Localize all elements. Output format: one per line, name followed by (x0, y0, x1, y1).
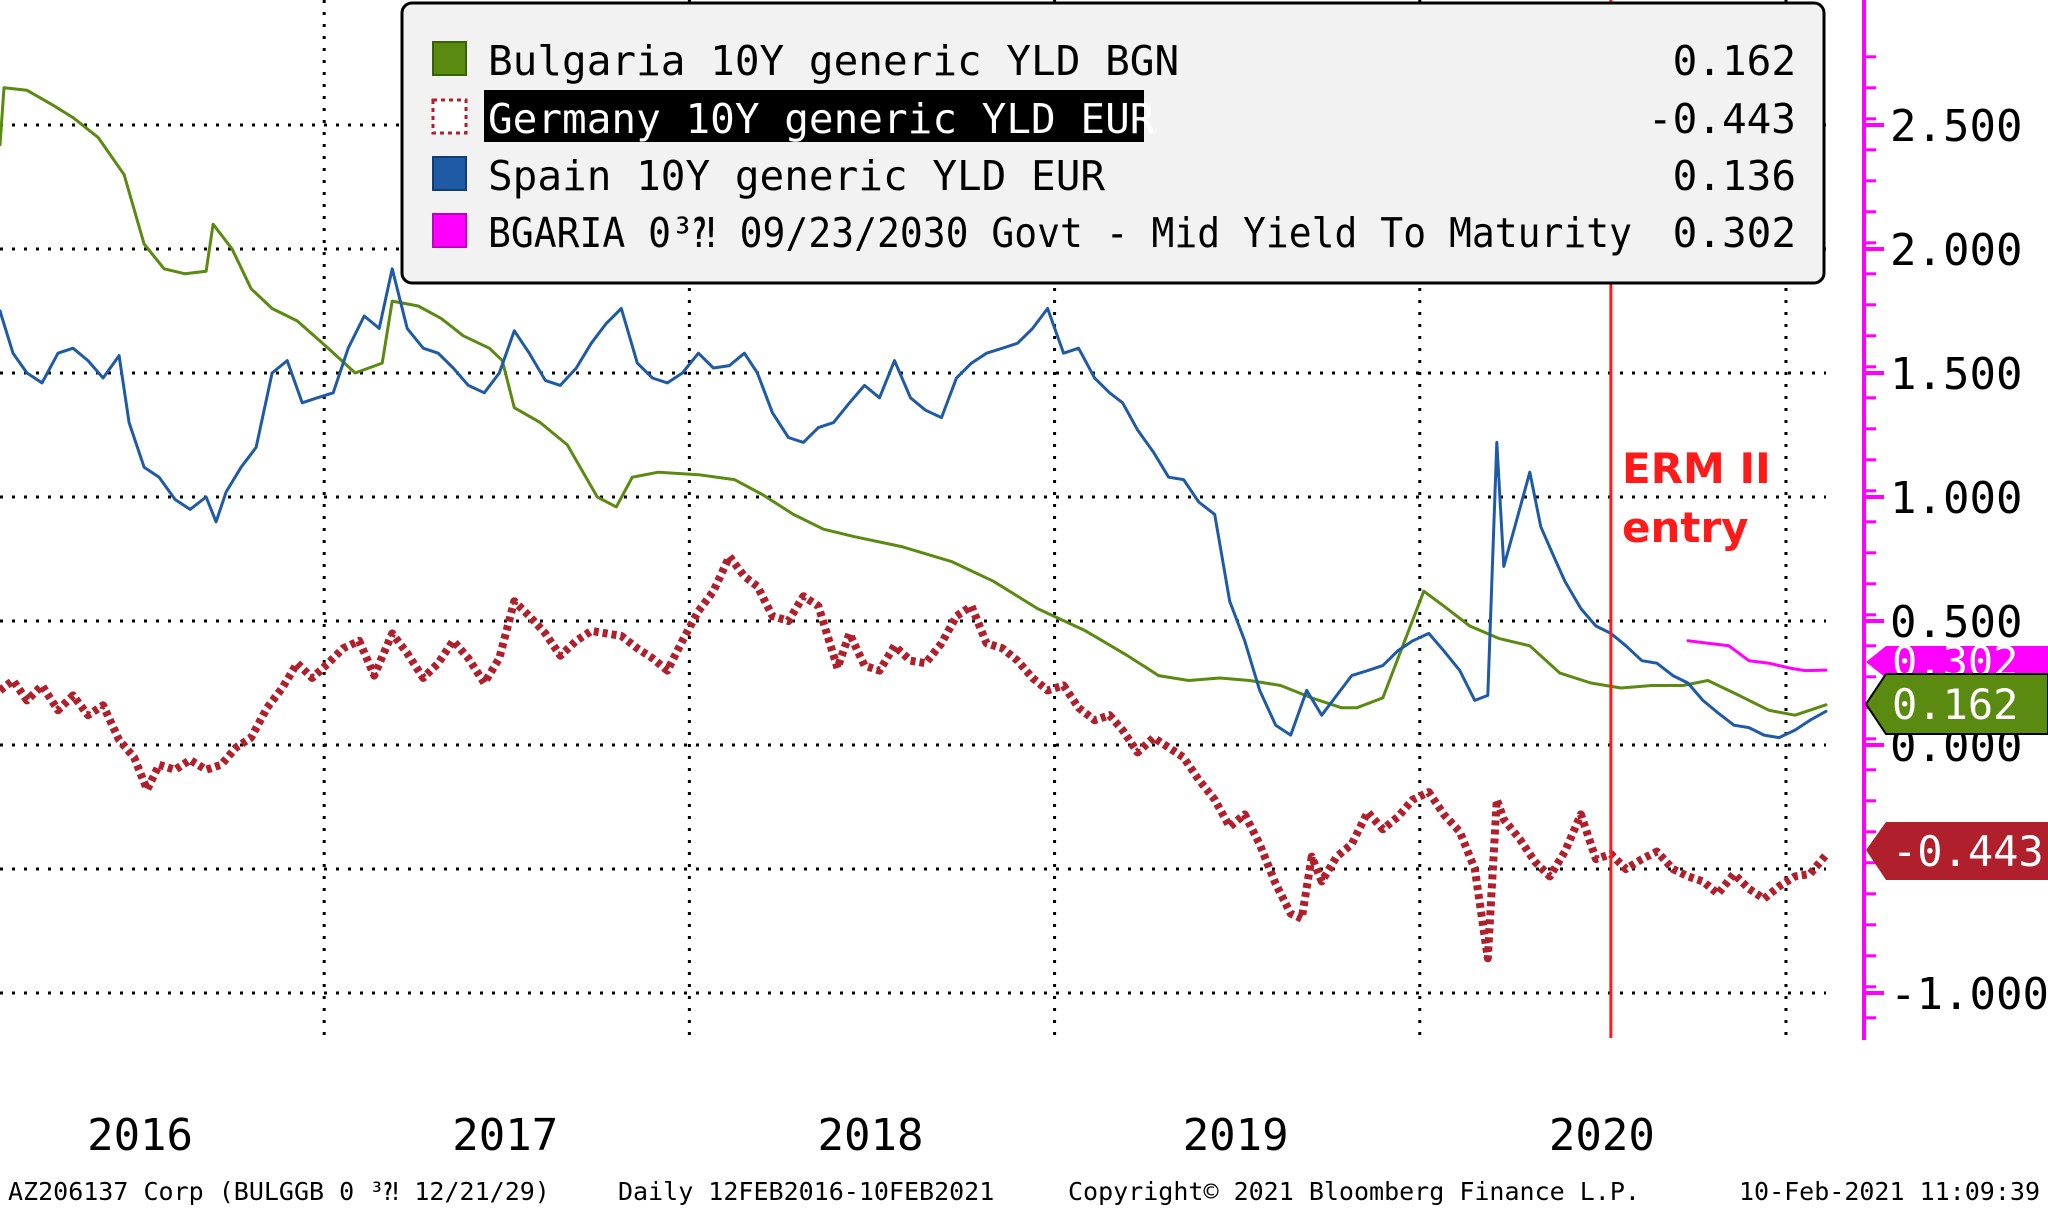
series-line-spain (0, 267, 1828, 740)
tag-germany: -0.443 (1866, 822, 2048, 880)
legend-swatch-spain (432, 156, 467, 191)
y-tick-label: 1.000 (1890, 473, 2022, 524)
legend-swatch-bulgaria (432, 41, 467, 76)
legend-item-bulgaria: Bulgaria 10Y generic YLD BGN 0.162 (432, 37, 1796, 85)
legend-swatch-germany (431, 98, 468, 135)
axis-tags: 0.302 0.162 -0.443 (1864, 637, 2048, 880)
legend-item-spain: Spain 10Y generic YLD EUR 0.136 (432, 152, 1796, 200)
footer-copyright: Copyright© 2021 Bloomberg Finance L.P. (1068, 1177, 1640, 1206)
legend-label-spain: Spain 10Y generic YLD EUR (488, 152, 1105, 200)
legend-label-bulgaria: Bulgaria 10Y generic YLD BGN (488, 37, 1179, 85)
y-tick-label: 1.500 (1890, 349, 2022, 400)
tag-bulgaria-shape (1864, 673, 2048, 735)
x-tick-label: 2016 (87, 1110, 193, 1161)
series-line-bgaria (1686, 639, 1828, 673)
erm-label-line2: entry (1622, 503, 1749, 552)
series-line-bulgaria (0, 86, 1828, 717)
legend-item-bgaria: BGARIA 0³⁈ 09/23/2030 Govt - Mid Yield T… (432, 209, 1796, 257)
legend-label-germany: Germany 10Y generic YLD EUR (488, 95, 1155, 143)
legend-swatch-bgaria (432, 213, 467, 248)
footer: AZ206137 Corp (BULGGB 0 ³⁈ 12/21/29) Dai… (8, 1177, 2040, 1206)
x-tick-label: 2020 (1549, 1110, 1655, 1161)
x-tick-label: 2019 (1183, 1110, 1289, 1161)
legend-value-spain: 0.136 (1673, 152, 1796, 200)
tag-bulgaria-value: 0.162 (1892, 680, 2018, 729)
tag-germany-shape (1866, 822, 2048, 880)
legend-value-bgaria: 0.302 (1673, 209, 1796, 257)
series-layer (0, 86, 1830, 963)
legend-highlight-germany (484, 90, 1144, 142)
x-tick-labels: 2016 2017 2018 2019 2020 (87, 1110, 1655, 1161)
erm-label-line1: ERM II (1622, 444, 1771, 493)
y-tick-label: -1.000 (1890, 969, 2048, 1020)
y-tick-label: 2.000 (1890, 225, 2022, 276)
legend: Bulgaria 10Y generic YLD BGN 0.162 Germa… (400, 1, 1826, 285)
tag-bulgaria: 0.162 (1864, 673, 2048, 735)
series-line-germany (0, 552, 1830, 963)
tag-bgaria-shape (1866, 646, 2048, 678)
legend-value-germany: -0.443 (1648, 95, 1796, 143)
y-tick-label: 0.500 (1890, 597, 2022, 648)
footer-timestamp: 10-Feb-2021 11:09:39 (1739, 1177, 2040, 1206)
footer-security: AZ206137 Corp (BULGGB 0 ³⁈ 12/21/29) (8, 1177, 550, 1206)
x-tick-label: 2018 (817, 1110, 923, 1161)
legend-label-bgaria: BGARIA 0³⁈ 09/23/2030 Govt - Mid Yield T… (488, 209, 1632, 257)
footer-range: Daily 12FEB2016-10FEB2021 (618, 1177, 994, 1206)
legend-item-germany: Germany 10Y generic YLD EUR -0.443 (431, 90, 1796, 143)
y-tick-label: 2.500 (1890, 101, 2022, 152)
tag-germany-value: -0.443 (1892, 827, 2044, 876)
legend-box (400, 1, 1826, 285)
x-tick-label: 2017 (452, 1110, 558, 1161)
legend-value-bulgaria: 0.162 (1673, 37, 1796, 85)
right-axis (1862, 0, 1884, 1040)
